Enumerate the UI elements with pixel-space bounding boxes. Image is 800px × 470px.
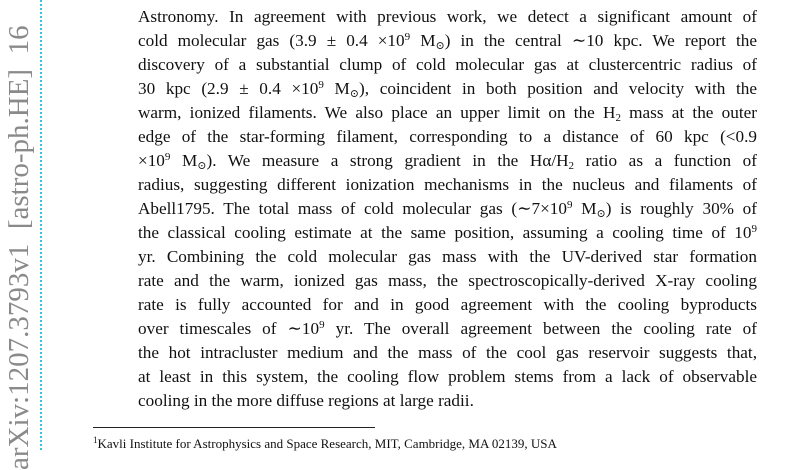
- text-run: M: [410, 31, 436, 50]
- subscript: 2: [568, 160, 575, 172]
- text-run: cooling in the more diffuse regions at l…: [138, 391, 474, 410]
- text-line: Abell1795. The total mass of cold molecu…: [138, 197, 757, 221]
- superscript: 9: [319, 319, 325, 331]
- superscript: 9: [404, 31, 411, 43]
- subscript: ⊙: [349, 88, 360, 100]
- superscript: 9: [566, 199, 573, 211]
- text-run: the classical cooling estimate at the sa…: [138, 223, 752, 242]
- text-run: Abell1795. The total mass of cold molecu…: [138, 199, 567, 218]
- text-line: yr. Combining the cold molecular gas mas…: [138, 245, 757, 269]
- text-line: over timescales of ∼109 yr. The overall …: [138, 317, 757, 341]
- dotted-margin-line: [40, 0, 42, 450]
- text-line: discovery of a substantial clump of cold…: [138, 53, 757, 77]
- text-run: ×10: [138, 151, 165, 170]
- text-line: 30 kpc (2.9 ± 0.4 ×109 M⊙), coincident i…: [138, 77, 757, 101]
- text-line: warm, ionized filaments. We also place a…: [138, 101, 757, 125]
- superscript: 1: [93, 435, 98, 445]
- text-run: mass at the outer: [620, 103, 757, 122]
- text-run: Kavli Institute for Astrophysics and Spa…: [97, 436, 557, 451]
- footnote: 1Kavli Institute for Astrophysics and Sp…: [93, 436, 557, 452]
- text-run: ). We measure a strong gradient in the H…: [206, 151, 569, 170]
- text-run: at least in this system, the cooling flo…: [138, 367, 757, 386]
- subscript: ⊙: [197, 160, 207, 172]
- text-line: at least in this system, the cooling flo…: [138, 365, 757, 389]
- text-line: cooling in the more diffuse regions at l…: [138, 389, 757, 413]
- text-run: over timescales of ∼10: [138, 319, 320, 338]
- text-run: M: [572, 199, 597, 218]
- subscript: 2: [615, 112, 621, 124]
- text-run: M: [170, 151, 198, 170]
- text-run: ratio as a function of: [574, 151, 757, 170]
- superscript: 9: [318, 79, 324, 91]
- text-run: edge of the star-forming filament, corre…: [138, 127, 757, 146]
- text-line: edge of the star-forming filament, corre…: [138, 125, 757, 149]
- text-run: ), coincident in both position and veloc…: [359, 79, 757, 98]
- text-run: warm, ionized filaments. We also place a…: [138, 103, 616, 122]
- superscript: 9: [164, 151, 171, 163]
- footnote-rule: [93, 427, 375, 428]
- text-line: rate and the warm, ionized gas mass, the…: [138, 269, 757, 293]
- abstract: Astronomy. In agreement with previous wo…: [138, 5, 757, 413]
- text-line: cold molecular gas (3.9 ± 0.4 ×109 M⊙) i…: [138, 29, 757, 53]
- page: arXiv:1207.3793v1 [astro-ph.HE] 16 Astro…: [3, 0, 758, 470]
- text-run: ) is roughly 30% of: [605, 199, 758, 218]
- text-run: the hot intracluster medium and the mass…: [138, 343, 757, 362]
- text-run: rate is fully accounted for and in good …: [138, 295, 757, 314]
- text-run: discovery of a substantial clump of cold…: [138, 55, 757, 74]
- text-run: 30 kpc (2.9 ± 0.4 ×10: [138, 79, 319, 98]
- text-run: Astronomy. In agreement with previous wo…: [138, 7, 757, 26]
- text-run: rate and the warm, ionized gas mass, the…: [138, 271, 757, 290]
- subscript: ⊙: [596, 208, 606, 220]
- subscript: ⊙: [435, 40, 445, 52]
- text-line: rate is fully accounted for and in good …: [138, 293, 757, 317]
- text-run: M: [323, 79, 350, 98]
- text-run: cold molecular gas (3.9 ± 0.4 ×10: [138, 31, 405, 50]
- text-line: radius, suggesting different ionization …: [138, 173, 757, 197]
- stamp-text: arXiv:1207.3793v1 [astro-ph.HE] 16: [3, 25, 35, 470]
- text-line: ×109 M⊙). We measure a strong gradient i…: [138, 149, 757, 173]
- text-run: radius, suggesting different ionization …: [138, 175, 757, 194]
- text-run: ) in the central ∼10 kpc. We report the: [444, 31, 757, 50]
- text-run: yr. The overall agreement between the co…: [324, 319, 757, 338]
- text-run: yr. Combining the cold molecular gas mas…: [138, 247, 757, 266]
- text-line: Astronomy. In agreement with previous wo…: [138, 5, 757, 29]
- superscript: 9: [751, 223, 758, 235]
- text-line: the hot intracluster medium and the mass…: [138, 341, 757, 365]
- text-line: the classical cooling estimate at the sa…: [138, 221, 757, 245]
